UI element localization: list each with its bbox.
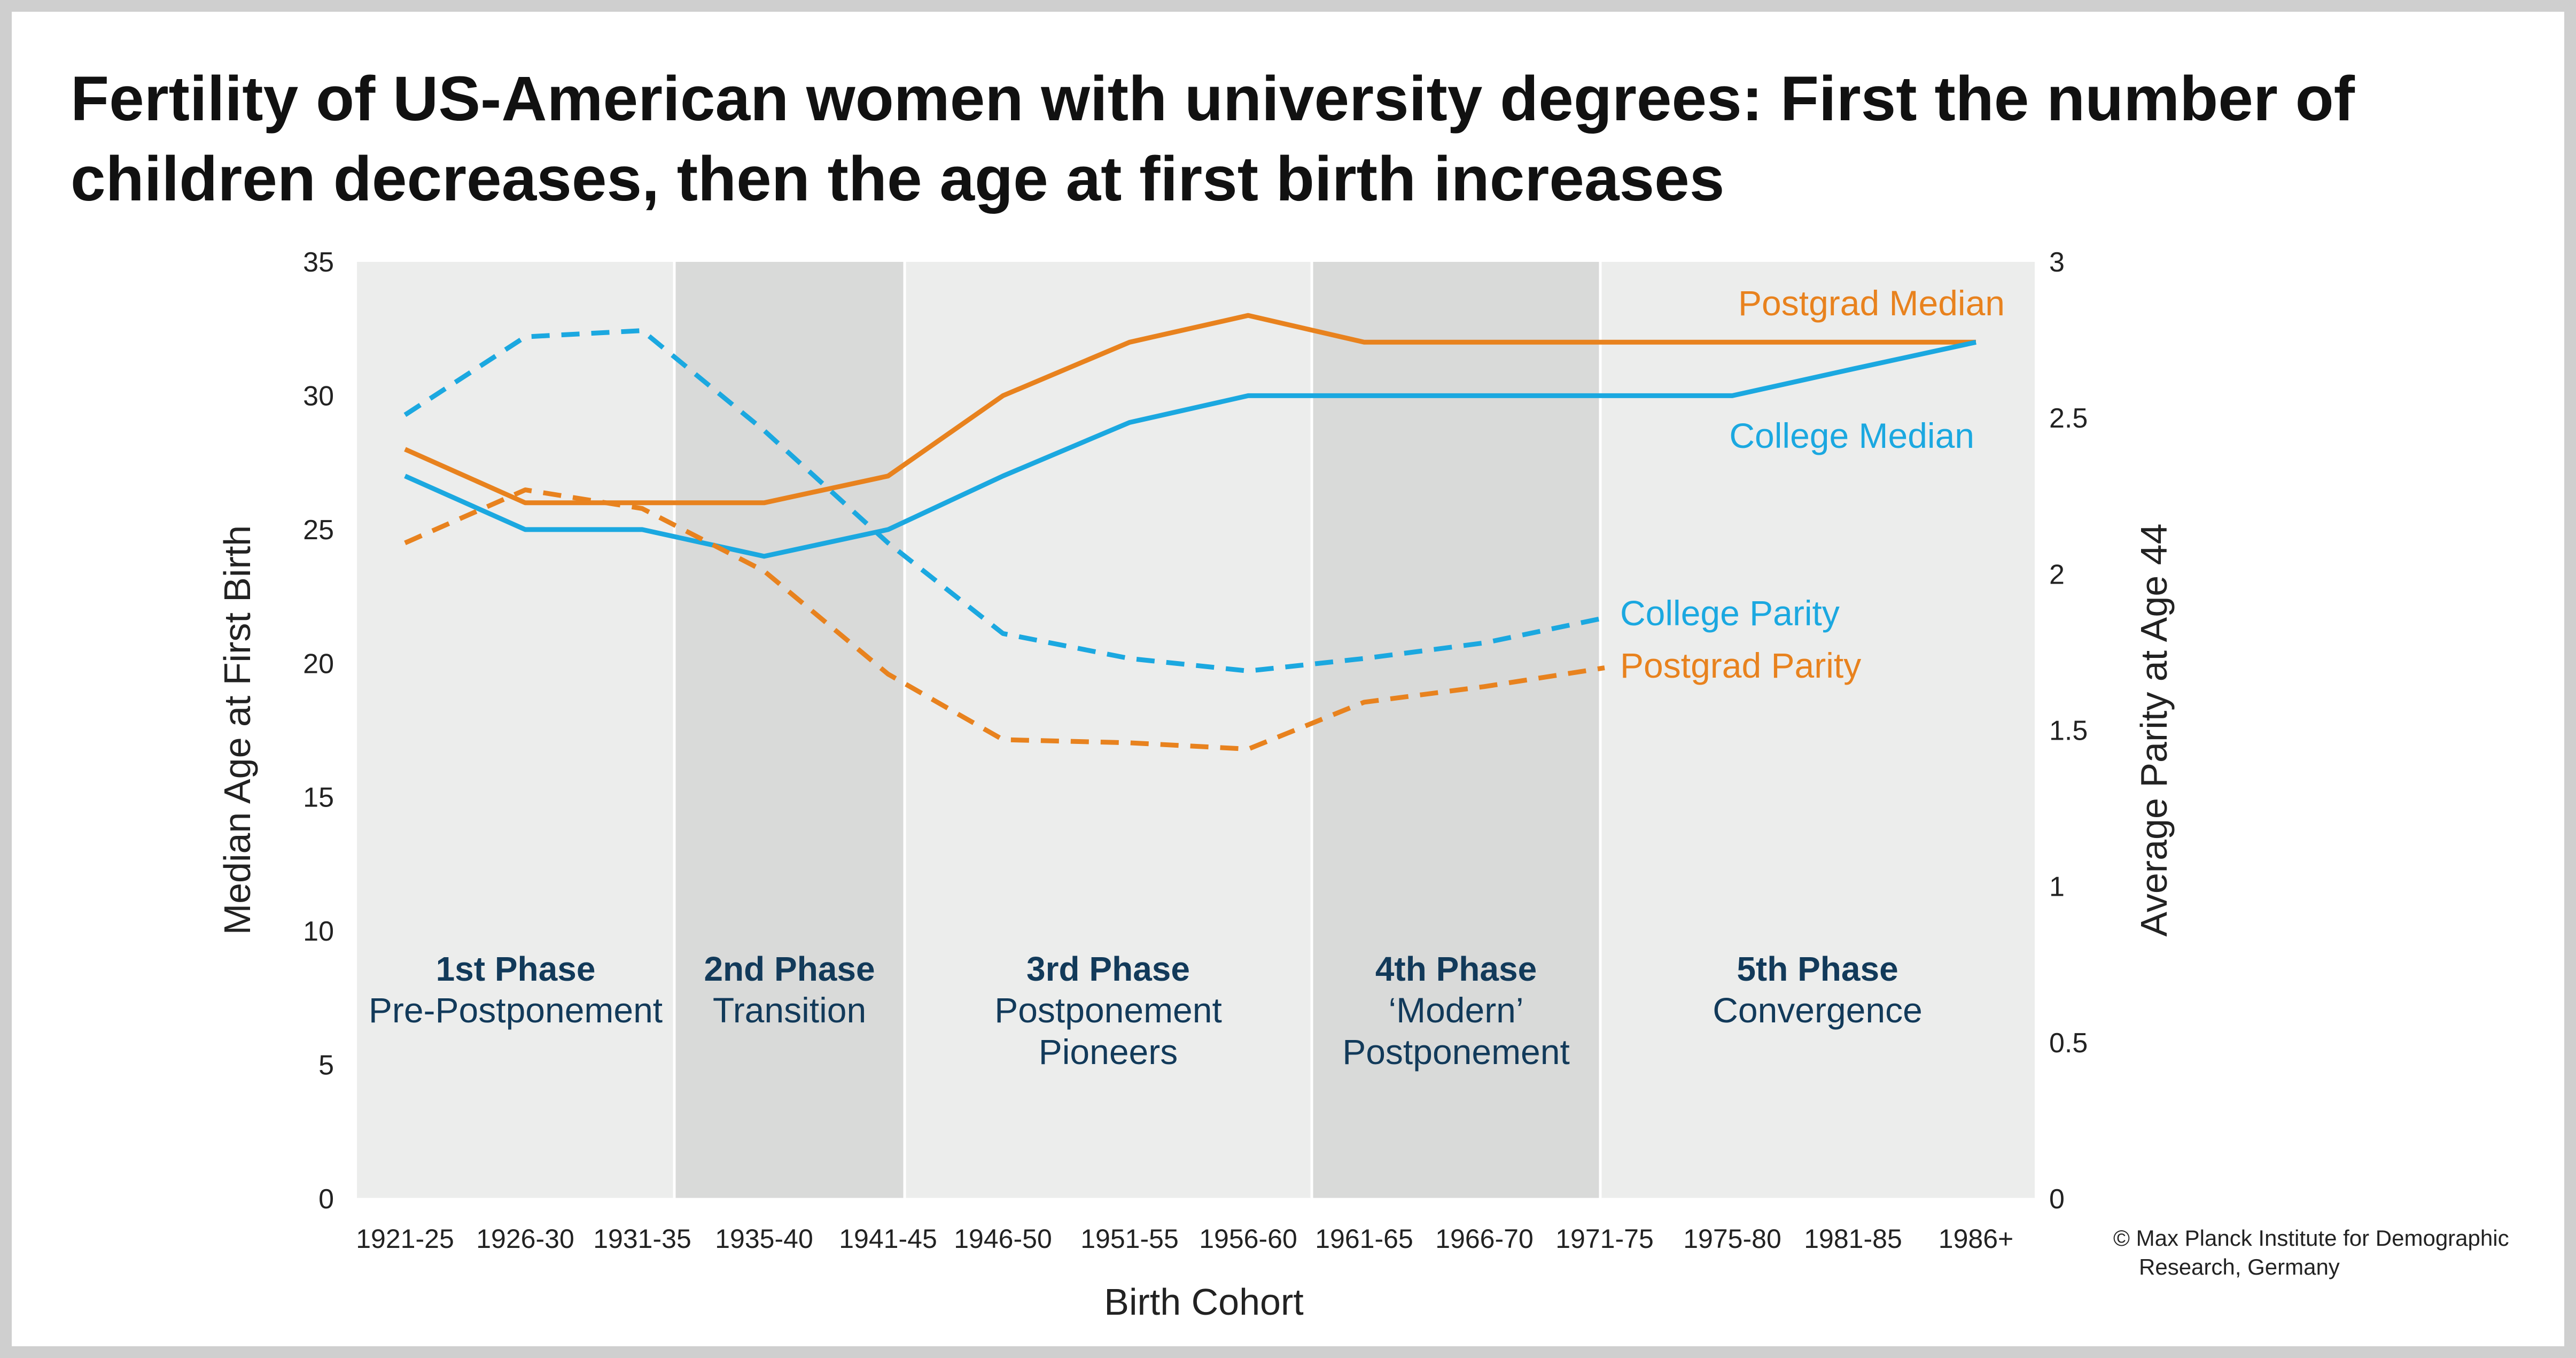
postgrad-median-line xyxy=(404,313,1976,506)
phase-2-title: 2nd Phase xyxy=(704,950,875,988)
postgrad-parity-label: Postgrad Parity xyxy=(1620,646,1861,685)
y-left-axis-title: Median Age at First Birth xyxy=(216,525,258,935)
copyright-credit: © Max Planck Institute for Demographic R… xyxy=(2113,1224,2509,1282)
postgrad-parity-line xyxy=(404,487,1605,752)
phase-band-2 xyxy=(674,262,905,1199)
x-tick-label: 1966-70 xyxy=(1435,1224,1534,1254)
y-right-tick-label: 2 xyxy=(2049,559,2065,590)
x-tick-label: 1935-40 xyxy=(715,1224,813,1254)
x-tick-label: 1941-45 xyxy=(839,1224,937,1254)
y-left-tick-label: 20 xyxy=(303,648,334,679)
y-left-tick-label: 25 xyxy=(303,515,334,546)
x-tick-label: 1971-75 xyxy=(1555,1224,1654,1254)
phase-band-4 xyxy=(1312,262,1600,1199)
phase-2-description: Transition xyxy=(713,990,866,1030)
y-right-tick-label: 0.5 xyxy=(2049,1028,2088,1059)
x-axis-title: Birth Cohort xyxy=(1104,1281,1303,1323)
college-median-label: College Median xyxy=(1729,416,1974,455)
phase-3-title: 3rd Phase xyxy=(1026,950,1190,988)
y-left-tick-label: 15 xyxy=(303,782,334,813)
x-tick-label: 1926-30 xyxy=(476,1224,574,1254)
y-right-tick-label: 3 xyxy=(2049,247,2065,278)
college-parity-label: College Parity xyxy=(1620,593,1840,633)
phase-3-description: Postponement xyxy=(994,990,1222,1030)
phase-band-5 xyxy=(1600,262,2035,1199)
x-tick-label: 1951-55 xyxy=(1080,1224,1179,1254)
postgrad-median-label: Postgrad Median xyxy=(1738,283,2005,323)
x-tick-label: 1975-80 xyxy=(1683,1224,1781,1254)
y-left-tick-label: 0 xyxy=(318,1184,334,1215)
x-tick-label: 1956-60 xyxy=(1199,1224,1297,1254)
y-right-tick-label: 0 xyxy=(2049,1184,2065,1215)
x-tick-label: 1931-35 xyxy=(593,1224,691,1254)
phase-4-description: Postponement xyxy=(1342,1032,1570,1072)
y-right-tick-label: 1.5 xyxy=(2049,716,2088,747)
phase-1-description: Pre-Postponement xyxy=(369,990,663,1030)
chart-title: Fertility of US-American women with univ… xyxy=(71,64,2355,214)
college-median-line xyxy=(404,339,1976,559)
phase-5-description: Convergence xyxy=(1713,990,1923,1030)
x-tick-label: 1986+ xyxy=(1939,1224,2013,1254)
phase-3-description: Pioneers xyxy=(1039,1032,1178,1072)
credit-line-2: Research, Germany xyxy=(2139,1254,2340,1279)
y-right-tick-label: 2.5 xyxy=(2049,403,2088,434)
phase-band-1 xyxy=(357,262,674,1199)
x-tick-label: 1921-25 xyxy=(356,1224,454,1254)
x-tick-label: 1981-85 xyxy=(1804,1224,1902,1254)
phase-4-title: 4th Phase xyxy=(1375,950,1537,988)
y-left-tick-label: 35 xyxy=(303,247,334,278)
y-right-axis-title: Average Parity at Age 44 xyxy=(2133,523,2175,936)
phase-1-title: 1st Phase xyxy=(436,950,596,988)
y-left-tick-label: 5 xyxy=(318,1050,334,1081)
y-left-tick-label: 30 xyxy=(303,381,334,412)
y-left-tick-label: 10 xyxy=(303,916,334,947)
y-right-tick-label: 1 xyxy=(2049,872,2065,903)
x-tick-label: 1946-50 xyxy=(954,1224,1052,1254)
phase-4-description: ‘Modern’ xyxy=(1388,990,1523,1030)
phase-5-title: 5th Phase xyxy=(1737,950,1898,988)
x-tick-label: 1961-65 xyxy=(1315,1224,1413,1254)
college-parity-line xyxy=(403,328,1605,673)
credit-line-1: © Max Planck Institute for Demographic xyxy=(2113,1225,2509,1251)
